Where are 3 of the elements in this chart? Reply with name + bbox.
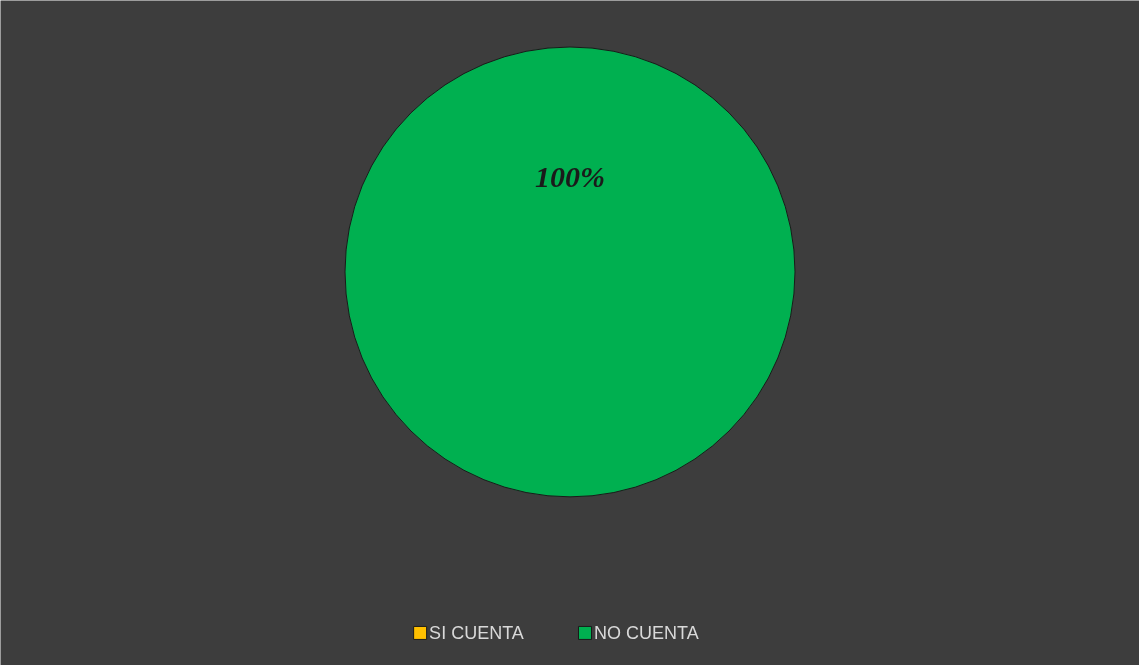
data-label: 100% [535,160,605,194]
legend-label: SI CUENTA [429,622,524,643]
legend-label: NO CUENTA [593,622,699,643]
